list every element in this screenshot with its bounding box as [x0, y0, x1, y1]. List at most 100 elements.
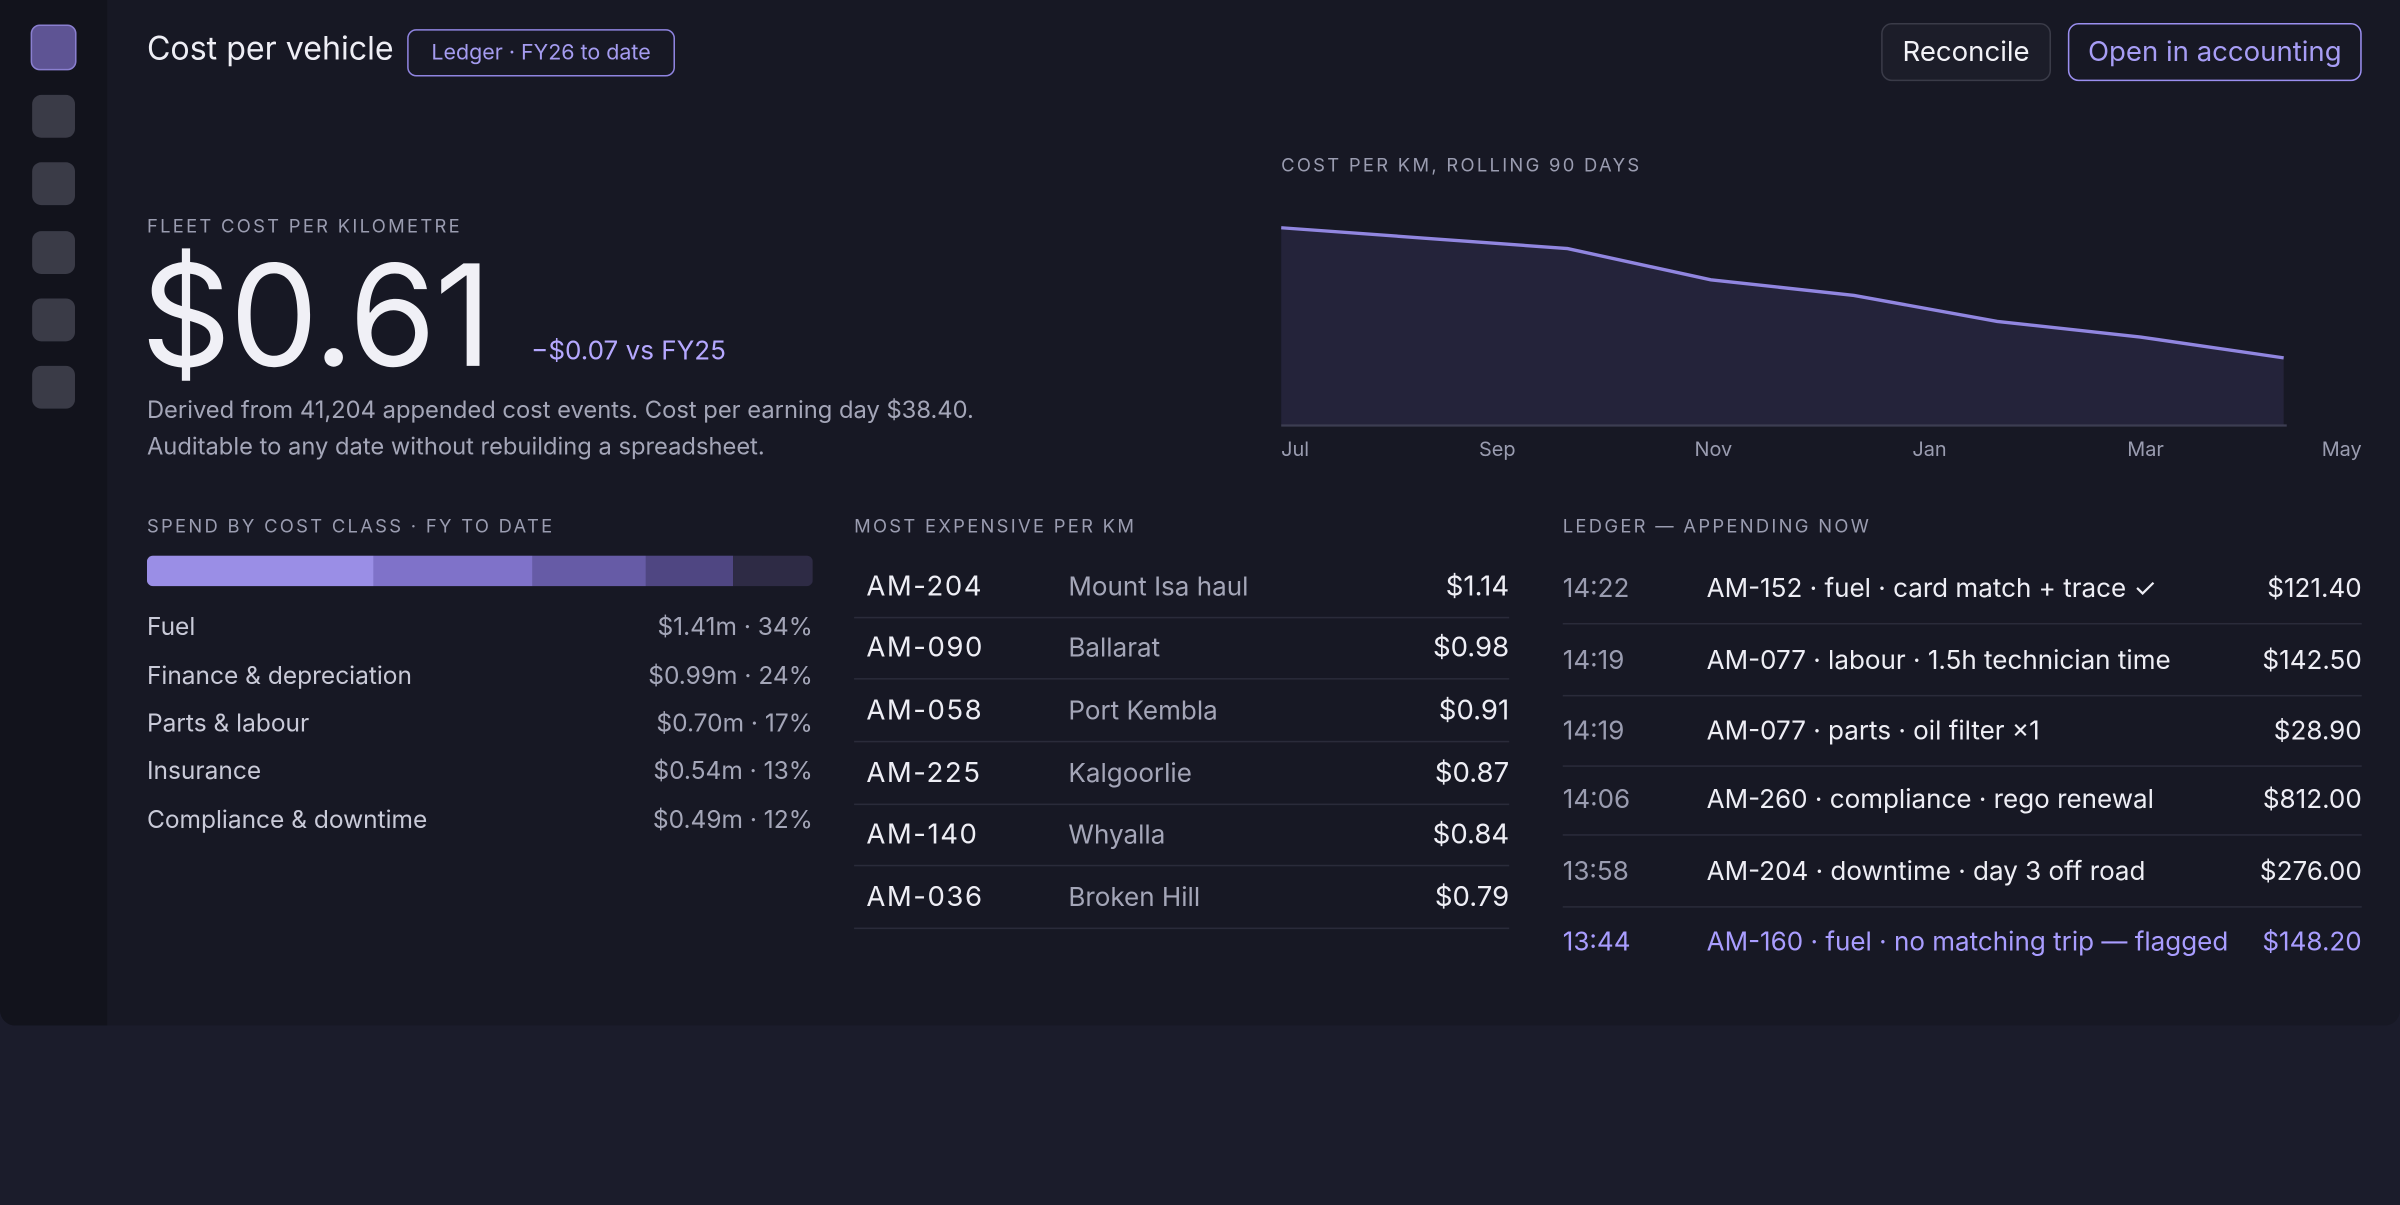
spend-row: Finance & depreciation $0.99m · 24%	[147, 658, 813, 692]
spend-segment	[732, 555, 813, 587]
x-tick-label: Jul	[1281, 437, 1309, 461]
section-title: MOST EXPENSIVE PER KM	[854, 514, 1137, 538]
ledger-row: 14:19 AM-077 · parts · oil filter ×1 $28.9…	[1562, 696, 2362, 767]
spend-row: Parts & labour $0.70m · 17%	[147, 706, 813, 740]
kpi-delta: −$0.07 vs FY25	[531, 336, 726, 368]
ledger-row: 14:19 AM-077 · labour · 1.5h technician t…	[1562, 626, 2362, 697]
vehicle-id: AM-036	[866, 881, 984, 914]
entry: AM-204 · downtime · day 3 off road	[1706, 856, 2146, 887]
route: Mount Isa haul	[1068, 571, 1249, 603]
class-value: $0.99m · 24%	[648, 659, 813, 691]
table-row: AM-036 Broken Hill $0.79	[854, 868, 1510, 930]
cost: $0.98	[1432, 632, 1510, 665]
vehicle-id: AM-204	[866, 570, 984, 604]
nav-icon-active[interactable]	[30, 24, 77, 71]
cost: $0.84	[1432, 818, 1510, 852]
chart-title: COST PER KM, ROLLING 90 DAYS	[1281, 153, 1642, 177]
app: Cost per vehicle Ledger · FY26 to date R…	[0, 0, 2362, 1026]
vehicle-id: AM-058	[866, 694, 984, 728]
time: 14:19	[1562, 645, 1625, 676]
kpi-value: $0.61	[140, 231, 492, 402]
time: 14:06	[1562, 784, 1631, 816]
amount: $812.00	[2262, 784, 2362, 816]
entry: AM-260 · compliance · rego renewal	[1706, 784, 2154, 816]
sidebar	[0, 0, 108, 1026]
spend-segment	[646, 555, 733, 587]
vehicle-id: AM-090	[866, 632, 984, 665]
amount: $276.00	[2259, 856, 2362, 887]
class-name: Finance & depreciation	[146, 659, 412, 691]
nav-icon[interactable]	[32, 231, 75, 274]
vehicle-id: AM-140	[866, 818, 979, 852]
section-title: SPEND BY COST CLASS · FY TO DATE	[146, 514, 555, 538]
route: Ballarat	[1068, 632, 1161, 664]
spend-row: Compliance & downtime $0.49m · 12%	[147, 802, 813, 836]
spend-row: Fuel $1.41m · 34%	[147, 609, 813, 643]
table-row: AM-058 Port Kembla $0.91	[854, 681, 1510, 743]
class-value: $1.41m · 34%	[657, 610, 813, 642]
nav-icon[interactable]	[32, 365, 75, 409]
entry: AM-077 · parts · oil filter ×1	[1706, 715, 2040, 747]
class-name: Insurance	[146, 754, 262, 786]
x-tick-label: Nov	[1695, 437, 1733, 461]
x-tick-label: Mar	[2127, 437, 2164, 461]
cost: $0.79	[1434, 881, 1510, 914]
badge: Ledger · FY26 to date	[407, 29, 675, 77]
nav-icon[interactable]	[32, 162, 75, 206]
kpi-label: FLEET COST PER KILOMETRE	[146, 214, 462, 238]
x-tick-label: May	[2322, 437, 2362, 461]
section-title: LEDGER — APPENDING NOW	[1562, 514, 1872, 538]
ledger-row: 14:22 AM-152 · fuel · card match + trace …	[1562, 554, 2362, 625]
spend-segment	[533, 555, 647, 587]
page-title: Cost per vehicle	[146, 30, 394, 69]
time: 14:19	[1562, 715, 1625, 747]
kpi-description: Auditable to any date without rebuilding…	[146, 431, 765, 461]
kpi-description: Derived from 41,204 appended cost events…	[146, 394, 974, 424]
route: Port Kembla	[1068, 695, 1218, 727]
cost: $1.14	[1445, 570, 1510, 604]
entry: AM-077 · labour · 1.5h technician time	[1706, 645, 2171, 676]
spend-segment	[146, 555, 374, 587]
class-value: $0.70m · 17%	[656, 707, 813, 738]
route: Whyalla	[1068, 819, 1166, 851]
class-name: Fuel	[146, 610, 196, 642]
table-row: AM-090 Ballarat $0.98	[854, 618, 1510, 680]
reconcile-button[interactable]: Reconcile	[1881, 22, 2052, 82]
cost: $0.91	[1438, 694, 1510, 728]
x-tick-label: Sep	[1479, 437, 1516, 461]
amount: $148.20	[2262, 927, 2362, 959]
class-name: Compliance & downtime	[146, 803, 428, 835]
entry: AM-160 · fuel · no matching trip — flagg…	[1706, 927, 2229, 959]
time: 13:44	[1562, 927, 1631, 959]
x-tick-label: Jan	[1912, 437, 1946, 461]
route: Broken Hill	[1068, 882, 1201, 914]
line	[1281, 226, 2284, 360]
amount: $28.90	[2273, 715, 2362, 747]
spend-segment	[373, 555, 534, 587]
class-name: Parts & labour	[146, 707, 310, 738]
table-row: AM-225 Kalgoorlie $0.87	[854, 744, 1510, 806]
route: Kalgoorlie	[1068, 758, 1192, 790]
class-value: $0.49m · 12%	[652, 803, 813, 835]
table-row: AM-140 Whyalla $0.84	[854, 805, 1510, 867]
ledger-row: 13:58 AM-204 · downtime · day 3 off road $…	[1562, 837, 2362, 908]
table-row: AM-204 Mount Isa haul $1.14	[854, 557, 1510, 619]
amount: $142.50	[2262, 645, 2362, 676]
vehicle-id: AM-225	[866, 757, 982, 790]
sparkline: Jul Sep Nov Jan Mar May	[1281, 226, 2362, 461]
spend-bar	[146, 555, 813, 587]
nav-icon[interactable]	[32, 298, 75, 342]
entry: AM-152 · fuel · card match + trace ✓	[1706, 573, 2157, 604]
ledger-row: 13:44 AM-160 · fuel · no matching trip — …	[1563, 908, 2362, 978]
class-value: $0.54m · 13%	[653, 754, 813, 786]
nav-icon[interactable]	[32, 94, 75, 138]
time: 13:58	[1562, 856, 1629, 887]
open-accounting-button[interactable]: Open in accounting	[2067, 22, 2362, 82]
amount: $121.40	[2267, 573, 2362, 604]
time: 14:22	[1562, 573, 1630, 604]
spend-row: Insurance $0.54m · 13%	[147, 753, 813, 787]
cost: $0.87	[1434, 757, 1510, 790]
area	[1281, 227, 2284, 426]
